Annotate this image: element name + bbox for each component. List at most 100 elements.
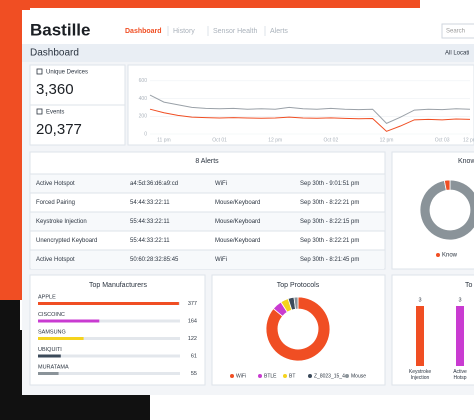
bar-track (38, 372, 180, 375)
x-tick-label: 12 pm (463, 137, 474, 143)
stat-label: Events (46, 110, 64, 116)
bar (38, 302, 179, 305)
legend-label: WiFi (236, 373, 246, 379)
location[interactable]: All Locati (445, 51, 469, 57)
legend-label: Mouse (351, 373, 366, 379)
bar-label: SAMSUNG (38, 329, 66, 335)
cell: Mouse/Keyboard (215, 238, 260, 244)
header (22, 10, 474, 44)
card (391, 151, 474, 270)
logo: Bastille (30, 20, 90, 39)
card-title: To (465, 282, 473, 289)
cell: a4:5d:36:d6:a9:cd (130, 181, 178, 187)
y-tick-label: 400 (139, 96, 148, 102)
x-tick-label: 12 pm (380, 137, 394, 143)
row-bg (31, 250, 384, 269)
cell: Sep 30th - 8:22:21 pm (300, 200, 359, 206)
legend-dot (230, 374, 234, 378)
cell: WiFi (215, 181, 227, 187)
legend-label: Know (442, 253, 458, 259)
stat-value: 20,377 (36, 121, 82, 138)
cell: WiFi (215, 257, 227, 263)
legend-label: Z_8023_15_4 (314, 373, 345, 379)
page-title: Dashboard (30, 48, 79, 59)
search[interactable]: Search (446, 29, 465, 35)
x-tick-label: 12 pm (268, 137, 282, 143)
bar-track (38, 319, 180, 323)
stat-label: Unique Devices (46, 70, 88, 76)
icon (36, 68, 43, 75)
bar-track (38, 354, 180, 358)
cell: 55:44:33:22:11 (130, 219, 170, 225)
search-box[interactable] (441, 23, 474, 39)
donut-segment (443, 179, 451, 191)
cell[interactable]: Forced Pairing (36, 200, 75, 206)
cell: Sep 30th - 9:01:51 pm (300, 181, 359, 187)
card-title: Top Manufacturers (89, 282, 147, 289)
x-tick-label: Oct 02 (324, 137, 339, 143)
cell[interactable]: Unencrypted Keyboard (36, 238, 97, 244)
nav-item[interactable]: Dashboard (125, 28, 162, 35)
bar-value: 3 (458, 297, 461, 303)
legend-label: BTLE (264, 373, 277, 379)
donut-segment (265, 296, 331, 362)
x-tick-label: Oct 01 (212, 137, 227, 143)
bar (38, 354, 61, 358)
cell: Mouse/Keyboard (215, 219, 260, 225)
line-series (149, 108, 471, 132)
cell: Mouse/Keyboard (215, 200, 260, 206)
cell: Sep 30th - 8:22:21 pm (300, 238, 359, 244)
bar-label: Active Hotsp (453, 369, 467, 381)
y-tick-label: 200 (139, 114, 148, 120)
card (29, 274, 206, 386)
legend-dot (345, 374, 349, 378)
bar-value: 61 (191, 353, 197, 359)
row-bg (31, 174, 384, 193)
donut-segment (293, 296, 299, 310)
cell: 50:60:28:32:85:45 (130, 257, 179, 263)
subheader (22, 44, 474, 62)
x-tick-label: Oct 03 (435, 137, 450, 143)
bar-label: MURATAMA (38, 364, 69, 370)
bar-label: CISCOINC (38, 312, 65, 318)
bar (38, 337, 84, 340)
cell[interactable]: Keystroke Injection (36, 219, 87, 225)
cell: 54:44:33:22:11 (130, 200, 170, 206)
donut-segment (419, 179, 474, 241)
x-tick-label: 11 pm (157, 137, 171, 143)
bar-value: 55 (191, 371, 197, 377)
cell[interactable]: Active Hotspot (36, 257, 75, 263)
bar-value: 164 (188, 318, 197, 324)
row-bg (31, 212, 384, 231)
cell: 55:44:33:22:11 (130, 238, 170, 244)
legend-label: BT (289, 373, 295, 379)
legend-dot (436, 253, 440, 257)
legend-dot (308, 374, 312, 378)
icon (36, 108, 43, 115)
cell[interactable]: Active Hotspot (36, 181, 75, 187)
nav-item[interactable]: Sensor Health (213, 28, 257, 35)
cell: Sep 30th - 8:21:45 pm (300, 257, 359, 263)
card-title: Know (458, 158, 474, 165)
table-title: 8 Alerts (195, 158, 219, 165)
card-title: Top Protocols (277, 282, 320, 289)
bar (38, 372, 59, 375)
bar (416, 306, 424, 366)
bar-value: 377 (188, 301, 197, 307)
y-tick-label: 600 (139, 78, 148, 84)
legend-dot (258, 374, 262, 378)
line-series (149, 94, 471, 124)
nav-item[interactable]: Alerts (270, 28, 288, 35)
card (211, 274, 386, 386)
legend-dot (283, 374, 287, 378)
card (127, 64, 474, 146)
bar-label: APPLE (38, 294, 56, 300)
bar-label: Keystroke Injection (409, 369, 431, 381)
nav-item[interactable]: History (173, 28, 195, 35)
stat-value: 3,360 (36, 81, 74, 98)
bar (38, 319, 100, 323)
bar-value: 3 (418, 297, 421, 303)
cell: Sep 30th - 8:22:15 pm (300, 219, 359, 225)
bar-track (38, 337, 180, 340)
